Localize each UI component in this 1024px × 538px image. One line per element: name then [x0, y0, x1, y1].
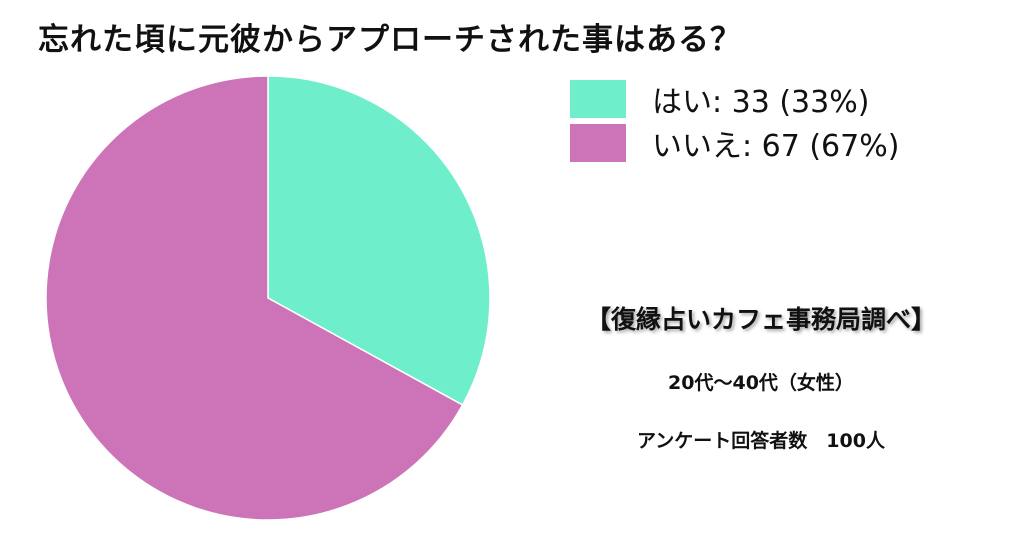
respondent-count-note: アンケート回答者数 100人 — [637, 430, 885, 452]
pie-slice-no — [45, 75, 464, 521]
pie-slice-yes — [267, 75, 491, 406]
legend-label-yes: はい: 33 (33%) — [652, 85, 870, 120]
legend-item-yes: はい: 33 (33%) — [570, 78, 899, 120]
chart-title: 忘れた頃に元彼からアプローチされた事はある？ — [38, 22, 742, 58]
respondent-age-note: 20代〜40代（女性） — [668, 372, 854, 394]
legend-swatch-yes — [570, 80, 626, 118]
pie-chart — [45, 75, 491, 521]
legend-swatch-no — [570, 124, 626, 162]
legend-label-no: いいえ: 67 (67%) — [652, 129, 900, 164]
source-label: 【復縁占いカフェ事務局調べ】 — [585, 305, 936, 334]
legend: はい: 33 (33%) いいえ: 67 (67%) — [570, 78, 899, 166]
legend-item-no: いいえ: 67 (67%) — [570, 122, 899, 164]
